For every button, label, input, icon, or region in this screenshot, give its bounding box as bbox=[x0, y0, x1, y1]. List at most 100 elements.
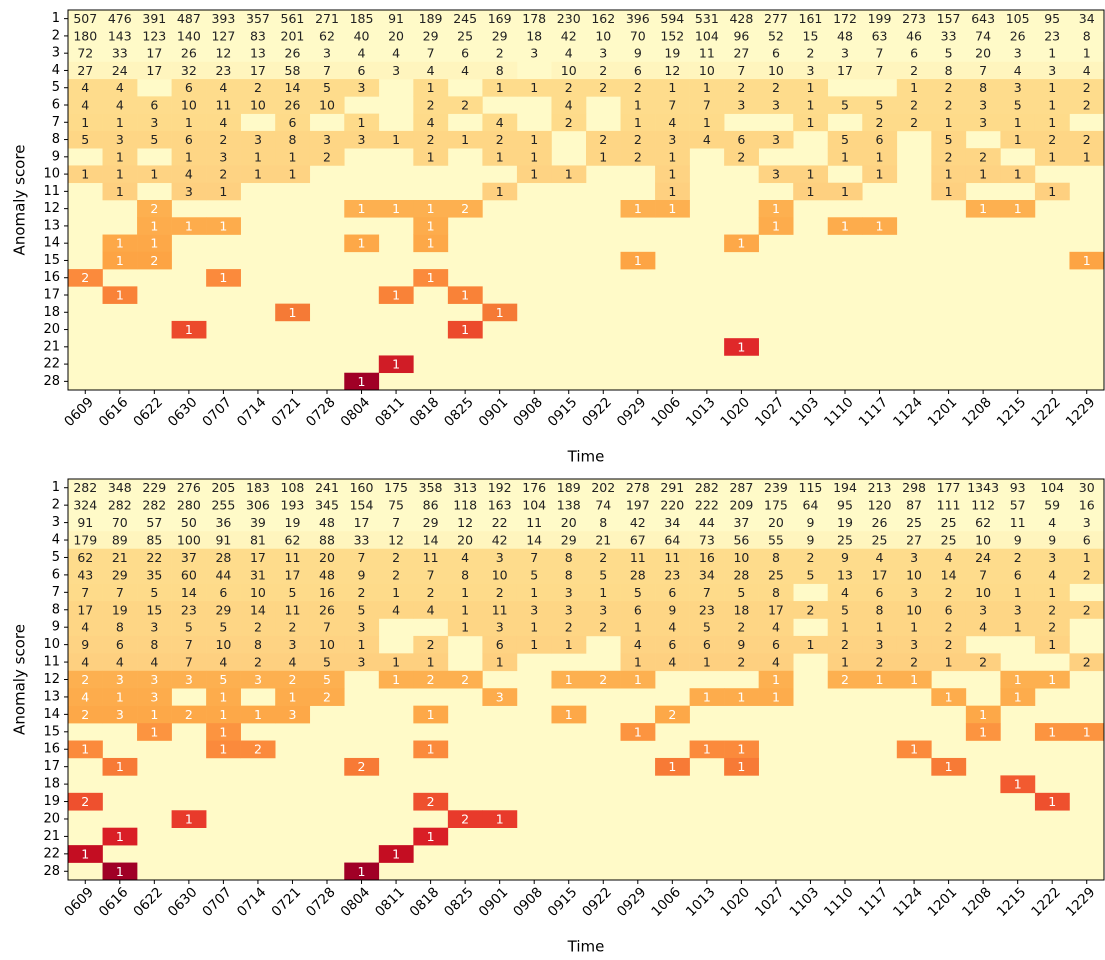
cell-label: 2 bbox=[806, 602, 814, 617]
cell-label: 62 bbox=[319, 28, 335, 43]
cell-label: 127 bbox=[211, 28, 235, 43]
cell-label: 10 bbox=[699, 63, 715, 78]
cell-label: 23 bbox=[664, 567, 680, 582]
cell-label: 81 bbox=[250, 533, 266, 548]
cell bbox=[68, 566, 103, 584]
cell-label: 2 bbox=[841, 637, 849, 652]
cell bbox=[862, 653, 898, 672]
cell bbox=[793, 635, 829, 654]
cell-label: 20 bbox=[768, 515, 784, 530]
cell-label: 229 bbox=[142, 480, 166, 495]
cell bbox=[586, 670, 621, 689]
cell-label: 507 bbox=[73, 11, 97, 26]
cell-label: 2 bbox=[737, 80, 745, 95]
cell bbox=[758, 96, 794, 114]
cell-label: 1 bbox=[876, 167, 884, 182]
cell bbox=[413, 200, 449, 218]
cell-label: 1 bbox=[185, 218, 193, 233]
cell-label: 1 bbox=[1014, 167, 1022, 182]
cell bbox=[862, 130, 898, 149]
cell bbox=[171, 165, 207, 184]
cell bbox=[413, 234, 449, 253]
x-tick-label: 1006 bbox=[648, 884, 684, 920]
cell-label: 50 bbox=[181, 515, 197, 530]
cell bbox=[551, 618, 587, 637]
cell-label: 12 bbox=[388, 533, 404, 548]
cell-label: 1 bbox=[599, 585, 607, 600]
cell-label: 4 bbox=[427, 115, 435, 130]
cell bbox=[689, 653, 725, 672]
cell bbox=[1000, 10, 1036, 28]
cell bbox=[240, 513, 276, 532]
cell bbox=[724, 234, 759, 253]
cell-label: 3 bbox=[910, 550, 918, 565]
cell-label: 34 bbox=[699, 567, 715, 582]
cell bbox=[275, 548, 311, 567]
cell bbox=[793, 566, 829, 584]
cell bbox=[827, 44, 863, 63]
cell-label: 23 bbox=[1044, 28, 1060, 43]
cell bbox=[68, 618, 103, 637]
cell bbox=[1000, 688, 1036, 706]
cell-label: 10 bbox=[975, 585, 991, 600]
cell bbox=[689, 531, 725, 550]
cell bbox=[137, 165, 172, 184]
cell-label: 3 bbox=[150, 115, 158, 130]
cell-label: 220 bbox=[660, 498, 684, 513]
cell bbox=[275, 688, 311, 706]
cell bbox=[724, 601, 759, 619]
cell bbox=[275, 705, 311, 724]
cell-label: 104 bbox=[522, 498, 546, 513]
cell bbox=[931, 653, 967, 672]
cell bbox=[206, 10, 241, 28]
cell bbox=[309, 513, 345, 532]
cell-label: 175 bbox=[764, 498, 788, 513]
cell-label: 3 bbox=[288, 707, 296, 722]
y-tick-label: 2 bbox=[52, 28, 60, 43]
cell bbox=[1000, 479, 1036, 497]
cell bbox=[689, 27, 725, 45]
cell-label: 9 bbox=[1048, 533, 1056, 548]
cell-label: 3 bbox=[392, 63, 400, 78]
cell bbox=[171, 217, 207, 235]
cell bbox=[862, 165, 898, 184]
cell bbox=[516, 618, 552, 637]
cell bbox=[862, 583, 898, 602]
cell-label: 29 bbox=[492, 28, 508, 43]
x-tick-label: 1201 bbox=[925, 394, 961, 430]
cell-label: 5 bbox=[945, 46, 953, 61]
cell bbox=[275, 583, 311, 602]
cell-label: 1 bbox=[1083, 724, 1091, 739]
cell bbox=[482, 61, 518, 80]
cell-label: 6 bbox=[668, 637, 676, 652]
cell-label: 157 bbox=[937, 11, 961, 26]
cell bbox=[724, 44, 759, 63]
cell-label: 1 bbox=[392, 288, 400, 303]
cell-label: 2 bbox=[81, 707, 89, 722]
cell-label: 276 bbox=[177, 480, 201, 495]
cell bbox=[551, 513, 587, 532]
y-tick-label: 9 bbox=[52, 149, 60, 164]
cell bbox=[655, 113, 690, 132]
cell-label: 1 bbox=[945, 759, 953, 774]
x-tick-label: 0804 bbox=[338, 394, 374, 430]
cell-label: 13 bbox=[837, 567, 853, 582]
cell bbox=[965, 27, 1001, 45]
cell bbox=[102, 583, 138, 602]
cell bbox=[102, 286, 138, 304]
cell-label: 1 bbox=[1048, 184, 1056, 199]
cell bbox=[724, 10, 759, 28]
cell bbox=[482, 688, 518, 706]
cell bbox=[240, 96, 276, 114]
cell bbox=[516, 513, 552, 532]
y-tick-label: 18 bbox=[43, 305, 60, 320]
cell bbox=[516, 566, 552, 584]
cell bbox=[102, 670, 138, 689]
cell bbox=[655, 583, 690, 602]
cell-label: 58 bbox=[285, 63, 301, 78]
cell bbox=[896, 10, 932, 28]
x-tick-label: 0609 bbox=[61, 884, 97, 920]
cell bbox=[240, 10, 276, 28]
x-tick-label: 0922 bbox=[579, 884, 615, 920]
cell-label: 37 bbox=[181, 550, 197, 565]
